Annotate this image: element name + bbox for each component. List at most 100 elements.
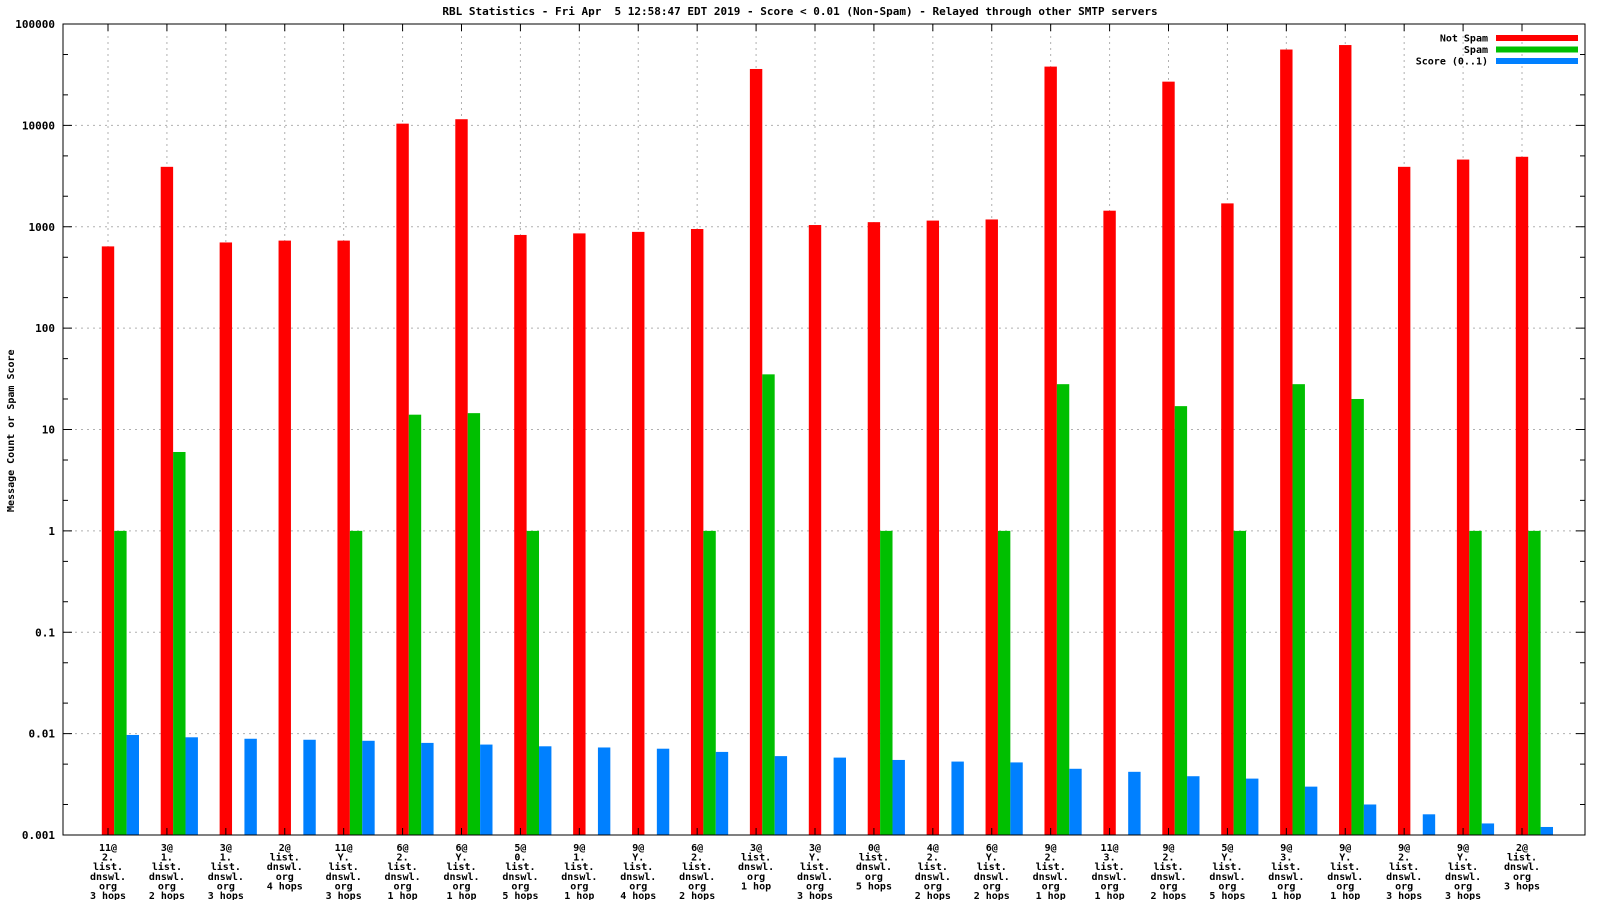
legend-label: Spam — [1464, 45, 1488, 56]
bar-not-spam — [1456, 159, 1470, 835]
x-category-label: 0. — [514, 853, 526, 864]
x-category-label: 1 hop — [388, 891, 418, 900]
x-category-label: dnswl. — [1150, 872, 1186, 883]
bar-score-0-1- — [1363, 804, 1377, 835]
x-category-label: dnswl. — [679, 872, 715, 883]
x-category-label: 2. — [102, 853, 114, 864]
x-category-label: 4 hops — [267, 881, 303, 892]
x-category-label: list. — [329, 861, 359, 873]
x-category-label: 9@ — [1162, 843, 1174, 854]
bar-score-0-1- — [1304, 786, 1318, 835]
bar-score-0-1- — [1481, 823, 1495, 835]
x-category-label: list. — [682, 861, 712, 873]
x-category-label: 2 hops — [1150, 891, 1186, 900]
x-category-label: Y. — [809, 853, 821, 864]
x-category-label: dnswl. — [1033, 872, 1069, 883]
x-category-label: 5@ — [514, 843, 526, 854]
x-category-label: org — [924, 881, 942, 892]
chart-title: RBL Statistics - Fri Apr 5 12:58:47 EDT … — [442, 5, 1158, 18]
x-category-label: org — [865, 872, 883, 883]
x-category-label: 1 hop — [446, 891, 476, 900]
x-category-label: 2 hops — [149, 891, 185, 900]
x-category-label: org — [1101, 881, 1119, 892]
bar-spam — [1528, 530, 1541, 835]
y-tick-label: 0.01 — [29, 728, 56, 741]
x-category-label: 1. — [161, 853, 173, 864]
x-category-label: Y. — [632, 853, 644, 864]
x-category-label: list. — [1389, 861, 1419, 873]
x-category-label: 2. — [927, 853, 939, 864]
x-category-label: dnswl. — [267, 862, 303, 873]
x-category-label: org — [983, 881, 1001, 892]
x-category-label: list. — [800, 861, 830, 873]
x-category-label: list. — [446, 861, 476, 873]
bar-not-spam — [1044, 66, 1057, 836]
x-category-label: 5 hops — [1209, 891, 1245, 900]
x-category-label: 9@ — [1398, 843, 1410, 854]
x-category-label: list. — [1036, 861, 1066, 873]
x-category-label: 1 hop — [1095, 891, 1125, 900]
x-category-label: dnswl. — [149, 872, 185, 883]
x-category-label: 2. — [1045, 853, 1057, 864]
y-tick-label: 10 — [42, 424, 55, 437]
bar-spam — [1292, 384, 1305, 835]
x-category-label: dnswl. — [90, 872, 126, 883]
bar-score-0-1- — [1540, 826, 1553, 835]
bar-score-0-1- — [951, 761, 964, 835]
x-category-label: list. — [977, 861, 1007, 873]
bar-not-spam — [632, 231, 645, 835]
x-category-label: 3 hops — [797, 891, 833, 900]
x-category-label: list. — [270, 852, 300, 864]
bar-score-0-1- — [1010, 762, 1023, 835]
x-category-label: org — [1277, 881, 1295, 892]
bar-not-spam — [1103, 210, 1116, 836]
x-category-label: 6@ — [986, 843, 998, 854]
x-category-label: 11@ — [335, 843, 353, 854]
x-category-label: Y. — [1457, 853, 1469, 864]
x-category-label: list. — [1271, 861, 1301, 873]
legend-swatch — [1496, 35, 1578, 41]
bar-spam — [1174, 406, 1188, 835]
x-category-label: 9@ — [1280, 843, 1292, 854]
bar-score-0-1- — [421, 742, 434, 835]
x-category-label: org — [276, 872, 294, 883]
x-category-label: org — [629, 881, 647, 892]
x-category-label: dnswl. — [797, 872, 833, 883]
x-category-label: 5 hops — [502, 891, 538, 900]
legend-swatch — [1496, 46, 1578, 53]
legend-label: Score (0..1) — [1416, 57, 1488, 68]
x-category-label: org — [452, 881, 470, 892]
x-category-label: org — [1513, 872, 1531, 883]
x-category-label: 5 hops — [856, 881, 892, 892]
x-category-label: 1. — [573, 853, 585, 864]
x-category-label: 1 hop — [1036, 891, 1066, 900]
x-category-label: 2. — [397, 853, 409, 864]
x-category-label: 11@ — [1101, 843, 1119, 854]
bar-score-0-1- — [597, 747, 611, 835]
x-category-label: list. — [564, 861, 594, 873]
x-category-label: 2 hops — [915, 891, 951, 900]
x-category-label: dnswl. — [1209, 872, 1245, 883]
bar-spam — [173, 451, 186, 835]
bar-not-spam — [1162, 81, 1175, 835]
x-category-label: dnswl. — [620, 872, 656, 883]
x-category-label: list. — [623, 861, 653, 873]
bar-spam — [1351, 398, 1364, 835]
x-category-label: 3. — [1104, 853, 1116, 864]
x-category-label: 1 hop — [1330, 891, 1360, 900]
bar-not-spam — [1221, 203, 1234, 835]
x-category-label: list. — [93, 861, 123, 873]
x-category-label: dnswl. — [1092, 872, 1128, 883]
x-category-label: list. — [388, 861, 418, 873]
x-category-label: 3 hops — [208, 891, 244, 900]
bar-score-0-1- — [539, 746, 552, 835]
bar-spam — [703, 530, 716, 835]
x-category-label: 3@ — [220, 843, 232, 854]
bar-spam — [762, 374, 775, 835]
x-category-label: org — [99, 881, 117, 892]
x-category-label: Y. — [986, 853, 998, 864]
bar-score-0-1- — [126, 734, 139, 835]
bar-not-spam — [808, 225, 822, 835]
x-category-label: dnswl. — [1504, 862, 1540, 873]
